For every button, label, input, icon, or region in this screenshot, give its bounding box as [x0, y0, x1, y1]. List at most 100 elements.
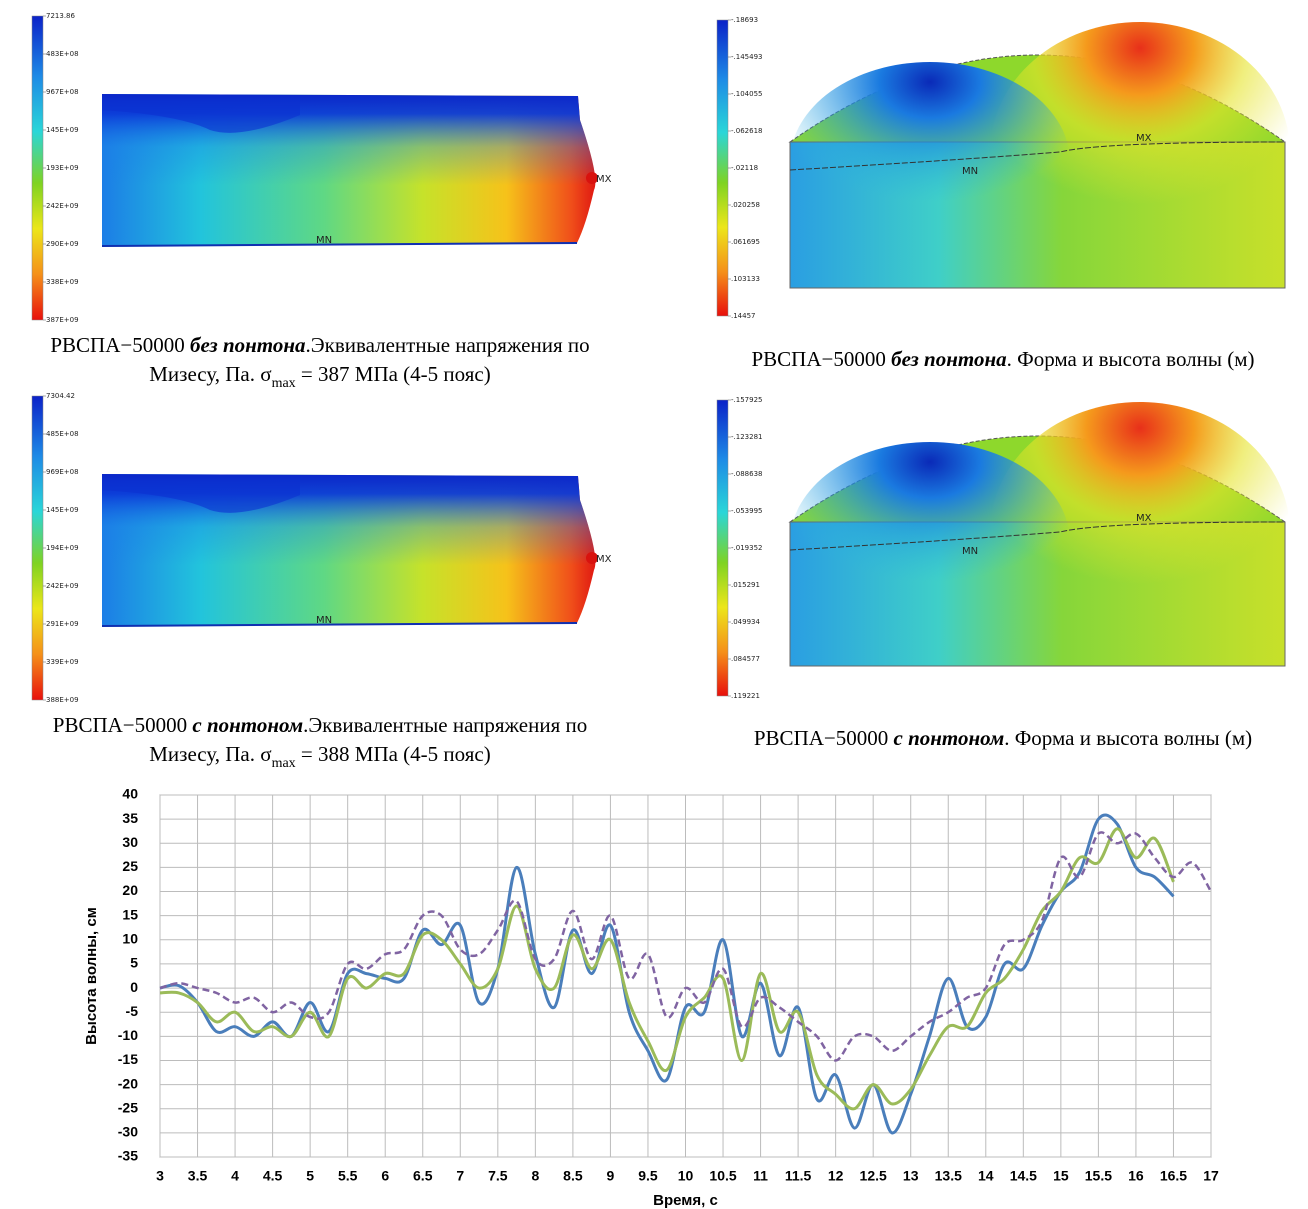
colorbar-label: .084577	[731, 655, 760, 663]
colorbar-label: -.088638	[731, 470, 762, 478]
colorbar-label: -.053995	[731, 507, 762, 515]
y-tick-label: -10	[118, 1027, 138, 1043]
colorbar-label: .049934	[731, 618, 760, 626]
colorbar-label: 242E+09	[46, 582, 79, 590]
x-tick-label: 15.5	[1085, 1168, 1112, 1184]
colorbar-label: 388E+09	[46, 696, 79, 704]
x-tick-label: 6	[381, 1168, 389, 1184]
x-tick-label: 11.5	[785, 1168, 812, 1184]
x-tick-label: 3	[156, 1168, 164, 1184]
caption-after: . Форма и высота волны (м)	[1004, 726, 1252, 750]
colorbar-label: -.02118	[731, 164, 758, 172]
colorbar-label: -.019352	[731, 544, 762, 552]
caption-after: . Форма и высота волны (м)	[1007, 347, 1255, 371]
colorbar-label: .061695	[731, 238, 760, 246]
colorbar-label: 145E+09	[46, 126, 79, 134]
y-tick-label: 30	[122, 834, 138, 850]
colorbar-label: -.123281	[731, 433, 762, 441]
caption-emphasis: без понтона	[190, 333, 306, 357]
colorbar-label: 242E+09	[46, 202, 79, 210]
x-tick-label: 13.5	[935, 1168, 962, 1184]
y-tick-label: -25	[118, 1099, 138, 1115]
caption-before: Мизесу, Па. σ	[149, 742, 271, 766]
colorbar-label: 194E+09	[46, 544, 79, 552]
x-tick-label: 8	[531, 1168, 539, 1184]
x-tick-label: 13	[903, 1168, 919, 1184]
max-label: MX	[1136, 513, 1152, 524]
y-tick-label: 5	[130, 955, 138, 971]
colorbar	[32, 396, 43, 700]
colorbar-label: 387E+09	[46, 316, 79, 324]
x-tick-label: 14	[978, 1168, 994, 1184]
max-label: MX	[1136, 133, 1152, 144]
caption-before: РВСПА−50000	[50, 333, 190, 357]
caption-emphasis: с понтоном	[894, 726, 1005, 750]
caption-line: РВСПА−50000 без понтона.Эквивалентные на…	[50, 333, 589, 357]
colorbar	[32, 16, 43, 320]
x-axis-title: Время, с	[653, 1192, 718, 1209]
colorbar	[717, 400, 728, 696]
colorbar-label: 290E+09	[46, 240, 79, 248]
x-tick-label: 16	[1128, 1168, 1144, 1184]
x-tick-label: 4.5	[263, 1168, 283, 1184]
colorbar-label: 339E+09	[46, 658, 79, 666]
colorbar-label: .14457	[731, 312, 756, 320]
caption-line: Мизесу, Па. σmax = 388 МПа (4-5 пояс)	[149, 742, 490, 771]
colorbar-label: .020258	[731, 201, 760, 209]
wave-cold	[790, 442, 1070, 642]
y-tick-label: 0	[130, 979, 138, 995]
y-tick-label: 10	[122, 931, 138, 947]
caption-line: Мизесу, Па. σmax = 387 МПа (4-5 пояс)	[149, 362, 490, 391]
caption-line: РВСПА−50000 без понтона. Форма и высота …	[751, 347, 1254, 371]
colorbar-label: -.18693	[731, 16, 758, 24]
stress-panel: 7304.42485E+08969E+08145E+09194E+09242E+…	[32, 392, 612, 771]
colorbar-label: .015291	[731, 581, 760, 589]
caption-after: .Эквивалентные напряжения по	[306, 333, 590, 357]
caption-after: .Эквивалентные напряжения по	[303, 713, 587, 737]
colorbar-label: .103133	[731, 275, 760, 283]
x-tick-label: 5	[306, 1168, 314, 1184]
colorbar-label: 483E+08	[46, 50, 79, 58]
caption-emphasis: с понтоном	[192, 713, 303, 737]
y-tick-label: 40	[122, 786, 138, 802]
x-tick-label: 9.5	[638, 1168, 658, 1184]
colorbar-label: 145E+09	[46, 506, 79, 514]
y-tick-label: -20	[118, 1075, 138, 1091]
colorbar-label: 7304.42	[46, 392, 75, 400]
x-tick-label: 8.5	[563, 1168, 583, 1184]
colorbar-label: 338E+09	[46, 278, 79, 286]
x-tick-label: 16.5	[1160, 1168, 1187, 1184]
caption-subscript: max	[272, 756, 296, 771]
y-tick-label: -5	[126, 1003, 139, 1019]
max-label: MX	[596, 174, 612, 185]
colorbar-label: 7213.86	[46, 12, 75, 20]
caption-before: РВСПА−50000	[53, 713, 193, 737]
colorbar-label: .119221	[731, 692, 760, 700]
x-tick-label: 17	[1203, 1168, 1219, 1184]
x-tick-label: 12.5	[860, 1168, 887, 1184]
caption-after: = 388 МПа (4-5 пояс)	[296, 742, 491, 766]
caption-before: Мизесу, Па. σ	[149, 362, 271, 386]
x-tick-label: 5.5	[338, 1168, 358, 1184]
caption-subscript: max	[272, 376, 296, 391]
x-tick-label: 9	[607, 1168, 615, 1184]
x-tick-label: 10	[678, 1168, 694, 1184]
figure: 7213.86483E+08967E+08145E+09193E+09242E+…	[0, 0, 1308, 1209]
x-tick-label: 10.5	[709, 1168, 736, 1184]
x-tick-label: 15	[1053, 1168, 1069, 1184]
x-tick-label: 14.5	[1010, 1168, 1037, 1184]
x-tick-label: 7	[456, 1168, 464, 1184]
colorbar	[717, 20, 728, 316]
x-tick-label: 4	[231, 1168, 239, 1184]
y-tick-label: 15	[122, 906, 138, 922]
y-tick-label: 35	[122, 810, 138, 826]
caption-line: РВСПА−50000 с понтоном. Форма и высота в…	[754, 726, 1252, 750]
x-tick-label: 3.5	[188, 1168, 208, 1184]
min-label: MN	[962, 546, 978, 557]
wave-panel: -.18693-.145493-.104055-.062618-.02118.0…	[717, 16, 1290, 371]
y-tick-label: -15	[118, 1051, 138, 1067]
max-label: MX	[596, 554, 612, 565]
wave-cold	[790, 62, 1070, 262]
colorbar-label: 969E+08	[46, 468, 79, 476]
caption-before: РВСПА−50000	[754, 726, 894, 750]
